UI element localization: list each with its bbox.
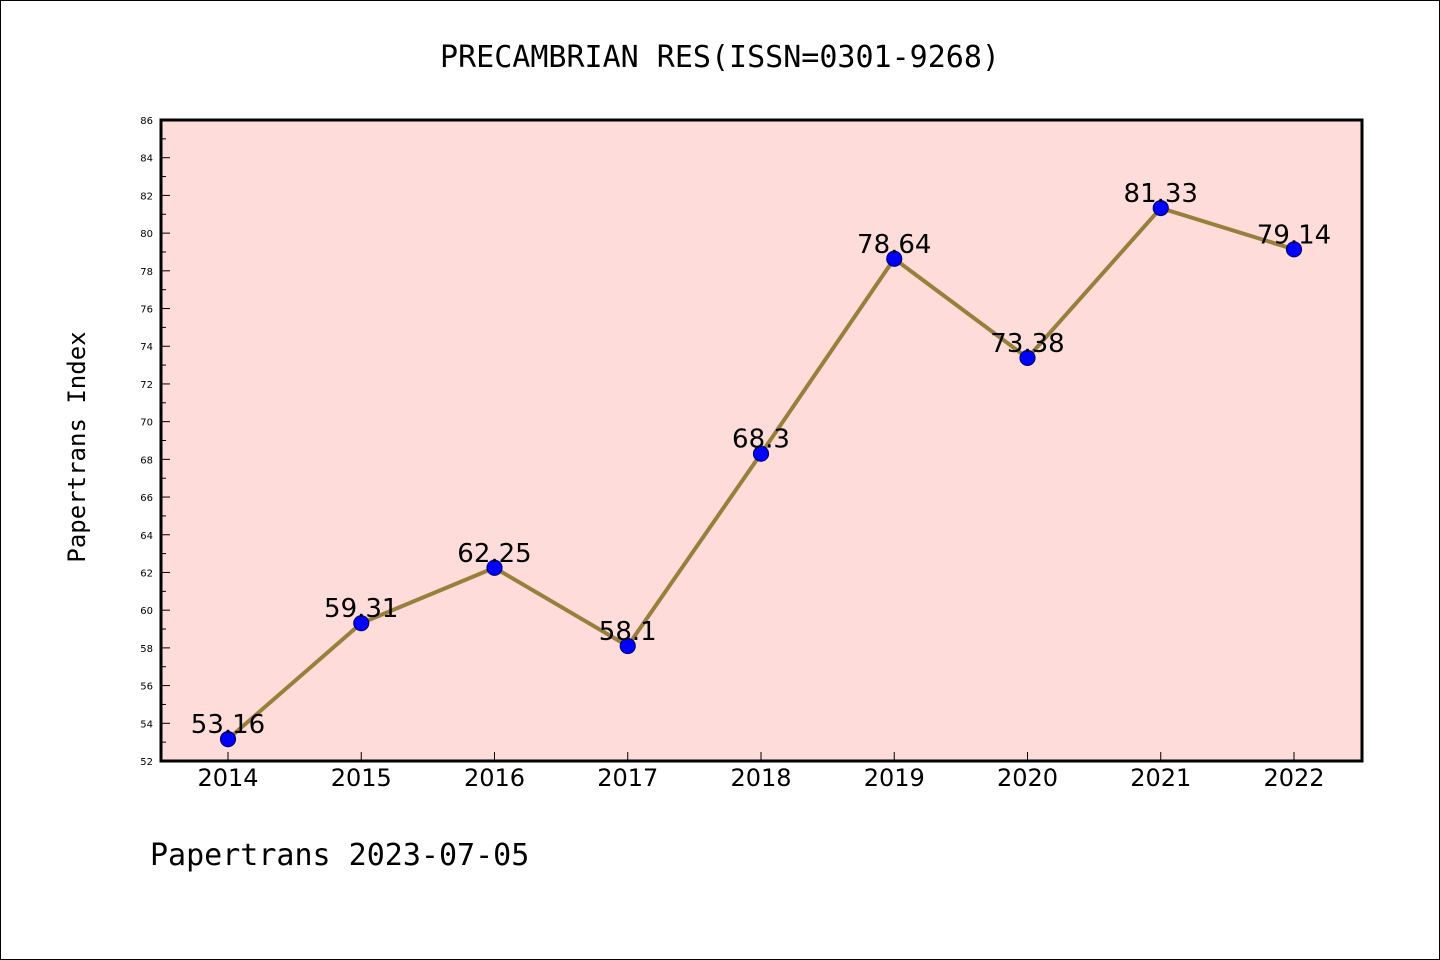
y-tick-label: 80 [140, 229, 153, 240]
y-axis-label: Papertrans Index [63, 331, 91, 562]
data-point-marker [1152, 199, 1169, 217]
y-tick-label: 84 [140, 154, 153, 165]
data-label: 79.14 [1257, 220, 1331, 250]
chart-title: PRECAMBRIAN RES(ISSN=0301-9268) [440, 40, 1000, 75]
x-tick-label: 2020 [997, 764, 1058, 792]
y-tick-label: 68 [140, 455, 153, 466]
plot-area [161, 120, 1362, 761]
y-tick-label: 62 [140, 568, 153, 579]
data-label: 59.31 [324, 594, 398, 624]
y-tick-label: 86 [140, 116, 153, 127]
data-label: 62.25 [457, 539, 531, 569]
y-tick-label: 58 [140, 644, 153, 655]
x-tick-label: 2015 [331, 764, 392, 792]
y-tick-label: 74 [140, 342, 153, 353]
data-point-marker [486, 559, 503, 576]
x-tick-label: 2018 [730, 764, 791, 792]
data-point-marker [353, 615, 370, 632]
x-tick-label: 2022 [1263, 764, 1324, 792]
data-label: 78.64 [857, 230, 931, 260]
y-tick-label: 56 [140, 682, 153, 693]
x-tick-label: 2021 [1130, 764, 1191, 792]
x-tick-label: 2014 [197, 764, 258, 792]
footer-text: Papertrans 2023-07-05 [150, 838, 529, 873]
data-point-marker [619, 637, 636, 655]
y-tick-label: 82 [140, 191, 153, 202]
data-point-marker [219, 731, 237, 748]
y-tick-label: 54 [140, 719, 153, 730]
data-point-marker [752, 445, 770, 462]
data-label: 73.38 [990, 329, 1064, 359]
y-tick-label: 64 [140, 531, 153, 542]
y-tick-label: 52 [140, 757, 153, 768]
y-tick-label: 72 [140, 380, 153, 391]
y-tick-label: 78 [140, 267, 153, 278]
data-label: 58.1 [599, 617, 657, 647]
y-tick-label: 60 [140, 606, 153, 617]
x-tick-label: 2017 [597, 764, 658, 792]
data-labels-group: 53.16 59.31 62.25 58.1 68.3 78.64 73.38 81.33 79… [191, 179, 1331, 740]
x-tick-label: 2016 [464, 764, 525, 792]
y-tick-label: 70 [140, 418, 153, 429]
data-label: 81.33 [1124, 179, 1198, 209]
plot-border [159, 118, 1364, 763]
data-point-marker [1285, 241, 1303, 258]
data-label: 53.16 [191, 710, 265, 740]
data-point-marker [886, 250, 903, 267]
x-tick-label: 2019 [864, 764, 925, 792]
x-axis: 2014 2015 2016 2017 2018 2019 2020 2021 2022 [197, 752, 1325, 792]
data-point-marker [1019, 349, 1036, 367]
y-tick-label: 76 [140, 305, 153, 316]
markers-group [219, 199, 1303, 748]
y-tick-label: 66 [140, 493, 153, 504]
data-label: 68.3 [732, 425, 790, 455]
